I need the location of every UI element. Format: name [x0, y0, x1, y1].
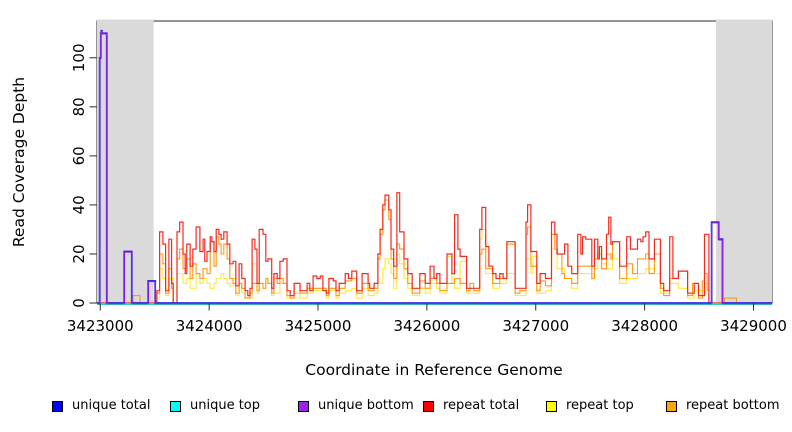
y-axis: 0 20 40 60 80 100 — [70, 43, 97, 308]
legend-label: repeat bottom — [686, 398, 780, 413]
series-lines — [97, 29, 772, 306]
legend-swatch-repeat-total — [423, 400, 434, 412]
legend-label: unique total — [72, 398, 151, 413]
y-tick-label: 0 — [70, 298, 88, 308]
legend: unique total unique top unique bottom repea… — [0, 394, 792, 430]
legend-swatch-repeat-bottom — [666, 400, 677, 412]
legend-item-repeat-top: repeat top — [546, 398, 634, 414]
series-line-repeat-bottom — [97, 199, 772, 304]
y-tick-label: 20 — [70, 244, 88, 263]
legend-swatch-unique-total — [52, 400, 63, 412]
legend-label: repeat top — [566, 398, 634, 413]
x-axis: 3423000 3424000 3425000 3426000 3427000 34280… — [67, 303, 787, 335]
legend-item-repeat-total: repeat total — [423, 398, 519, 414]
series-line-unique-bottom — [97, 31, 772, 305]
plot-canvas: 3423000 3424000 3425000 3426000 3427000 34280… — [10, 19, 787, 379]
legend-label: unique bottom — [318, 398, 414, 413]
legend-item-unique-total: unique total — [52, 398, 150, 414]
x-tick-label: 3429000 — [720, 317, 787, 335]
legend-item-repeat-bottom: repeat bottom — [666, 398, 780, 414]
x-tick-label: 3428000 — [611, 317, 678, 335]
legend-label: unique top — [190, 398, 261, 413]
masked-region — [97, 19, 154, 303]
y-tick-label: 100 — [70, 43, 88, 72]
y-tick-label: 40 — [70, 195, 88, 214]
legend-swatch-unique-top — [170, 400, 181, 412]
masked-region-shading — [97, 19, 772, 303]
x-axis-title: Coordinate in Reference Genome — [305, 361, 562, 379]
masked-region — [715, 19, 772, 303]
x-tick-label: 3426000 — [393, 317, 460, 335]
legend-swatch-unique-bottom — [298, 400, 309, 412]
legend-swatch-repeat-top — [546, 400, 557, 412]
x-tick-label: 3427000 — [502, 317, 569, 335]
plot-border — [96, 20, 773, 304]
series-line-repeat-total — [97, 192, 772, 304]
series-line-repeat-top — [97, 228, 772, 304]
legend-label: repeat total — [443, 398, 520, 413]
y-tick-label: 80 — [70, 97, 88, 116]
series-line-unique-total — [97, 29, 772, 304]
legend-item-unique-bottom: unique bottom — [298, 398, 414, 414]
y-tick-label: 60 — [70, 146, 88, 165]
legend-item-unique-top: unique top — [170, 398, 260, 414]
x-tick-label: 3423000 — [67, 317, 134, 335]
y-axis-title: Read Coverage Depth — [10, 77, 28, 247]
x-tick-label: 3425000 — [285, 317, 352, 335]
x-tick-label: 3424000 — [176, 317, 243, 335]
